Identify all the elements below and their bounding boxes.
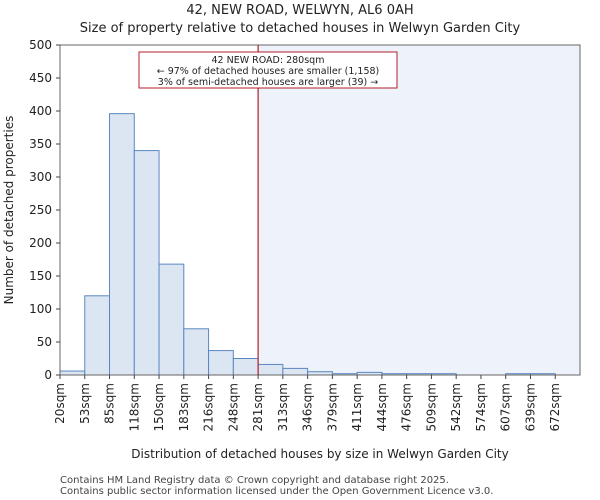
x-tick-label: 476sqm	[400, 383, 414, 431]
x-tick-label: 248sqm	[226, 383, 240, 431]
x-tick-label: 216sqm	[202, 383, 216, 431]
x-tick-label: 639sqm	[523, 383, 537, 431]
y-tick-label: 0	[44, 368, 52, 382]
footer-copyright: Contains HM Land Registry data © Crown c…	[60, 475, 449, 486]
y-tick-label: 200	[29, 236, 52, 250]
x-tick-label: 509sqm	[424, 383, 438, 431]
y-tick-label: 450	[29, 71, 52, 85]
x-tick-label: 183sqm	[177, 383, 191, 431]
histogram-bar	[183, 328, 210, 376]
chart-subtitle: Size of property relative to detached ho…	[79, 21, 521, 36]
histogram-bar	[59, 370, 86, 376]
x-tick-label: 150sqm	[152, 383, 166, 431]
histogram-bar	[208, 350, 234, 376]
x-tick-label: 281sqm	[251, 383, 265, 431]
x-tick-label: 607sqm	[499, 383, 513, 431]
x-tick-label: 313sqm	[276, 383, 290, 431]
histogram-bar	[282, 367, 309, 376]
annotation-box	[138, 51, 398, 89]
histogram-bar	[158, 263, 185, 376]
footer-licence: Contains public sector information licen…	[60, 486, 494, 497]
x-tick-label: 542sqm	[449, 383, 463, 431]
histogram-bar	[133, 150, 160, 376]
x-axis-label: Distribution of detached houses by size …	[131, 447, 508, 461]
annotation-line: ← 97% of detached houses are smaller (1,…	[157, 66, 380, 77]
y-tick-label: 500	[29, 38, 52, 52]
histogram-bar	[109, 113, 135, 376]
y-tick-label: 250	[29, 203, 52, 217]
y-tick-label: 100	[29, 302, 52, 316]
histogram-bar	[84, 295, 111, 376]
annotation-line: 3% of semi-detached houses are larger (3…	[158, 77, 378, 88]
x-tick-label: 444sqm	[375, 383, 389, 431]
y-tick-label: 50	[37, 335, 52, 349]
x-tick-label: 118sqm	[127, 383, 141, 431]
larger-region-shade	[258, 45, 580, 375]
x-tick-label: 53sqm	[78, 383, 92, 424]
y-tick-label: 400	[29, 104, 52, 118]
histogram-bar	[232, 358, 259, 376]
x-tick-label: 346sqm	[301, 383, 315, 431]
x-tick-label: 85sqm	[103, 383, 117, 424]
x-tick-label: 411sqm	[350, 383, 364, 431]
y-tick-label: 300	[29, 170, 52, 184]
annotation-line: 42 NEW ROAD: 280sqm	[212, 55, 325, 66]
x-tick-label: 574sqm	[474, 383, 488, 431]
histogram-bar	[257, 363, 284, 376]
x-tick-label: 20sqm	[53, 383, 67, 424]
page-title: 42, NEW ROAD, WELWYN, AL6 0AH	[186, 3, 414, 18]
x-tick-label: 379sqm	[325, 383, 339, 431]
y-tick-label: 150	[29, 269, 52, 283]
y-axis-label: Number of detached properties	[2, 116, 16, 305]
x-tick-label: 672sqm	[548, 383, 562, 431]
y-tick-label: 350	[29, 137, 52, 151]
